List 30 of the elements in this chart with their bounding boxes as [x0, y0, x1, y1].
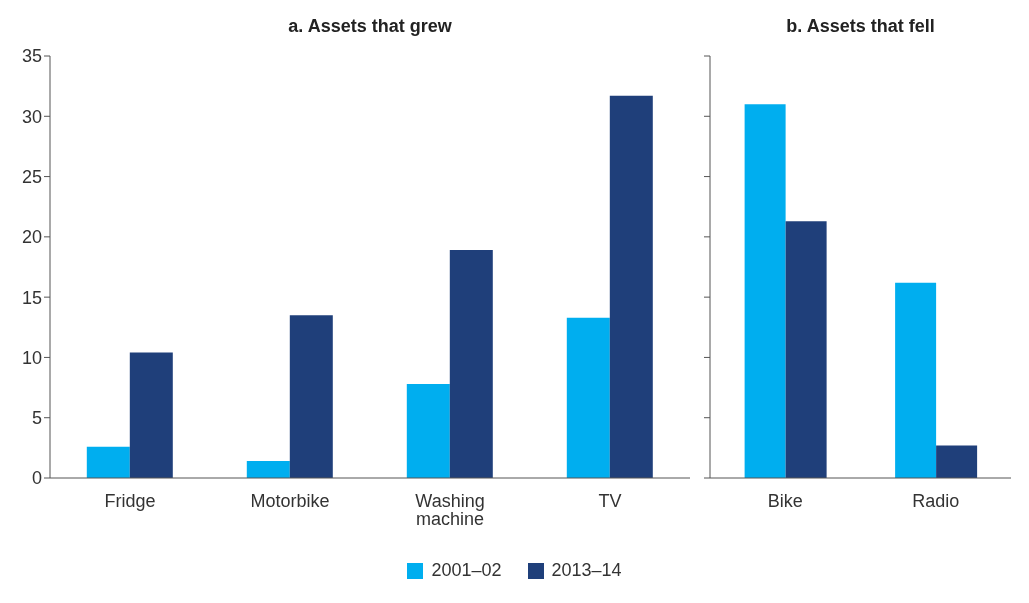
y-tick-label: 5 [31, 408, 42, 429]
y-tick-label: 10 [21, 347, 42, 368]
y-tick-label: 25 [21, 166, 42, 187]
bar [785, 221, 827, 478]
bar [744, 104, 786, 478]
bar [566, 317, 610, 478]
x-tick-label: Motorbike [250, 490, 330, 511]
y-tick-label: 20 [21, 227, 42, 248]
legend-label: 2013–14 [551, 560, 622, 581]
y-tick-label: 30 [21, 106, 42, 127]
x-tick-label: Fridge [104, 490, 156, 511]
bar [406, 383, 450, 478]
x-tick-label: Radio [912, 490, 960, 511]
y-tick-label: 15 [21, 287, 42, 308]
bar [129, 352, 173, 478]
x-tick-label: Bike [767, 490, 803, 511]
chart-title: a. Assets that grew [287, 16, 453, 37]
x-tick-label: TV [598, 490, 622, 511]
chart-title: b. Assets that fell [785, 16, 936, 37]
bar [86, 446, 130, 478]
y-tick-label: 0 [31, 468, 42, 489]
x-tick-label: Washing machine [415, 490, 485, 529]
bar [895, 282, 937, 478]
legend-label: 2001–02 [431, 560, 502, 581]
bar [936, 445, 978, 478]
bar [289, 315, 333, 478]
y-tick-label: 35 [21, 46, 42, 67]
bar [449, 250, 493, 478]
bar [609, 95, 653, 478]
bar [246, 461, 290, 478]
